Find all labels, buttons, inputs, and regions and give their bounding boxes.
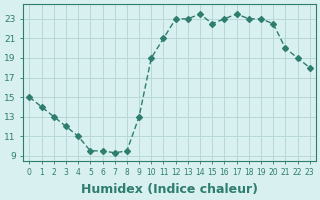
X-axis label: Humidex (Indice chaleur): Humidex (Indice chaleur) (81, 183, 258, 196)
